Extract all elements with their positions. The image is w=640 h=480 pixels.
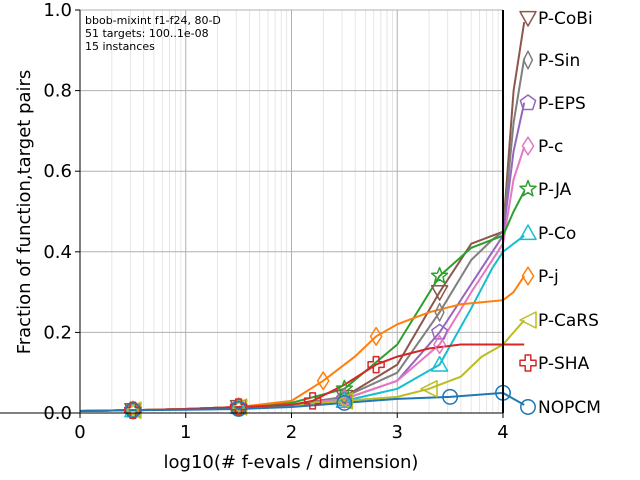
y-tick-label: 0.0 — [43, 403, 72, 424]
data-point-p-ja — [430, 266, 449, 284]
x-ticks: 0 1 2 3 4 — [74, 413, 509, 443]
y-tick-label: 0.4 — [43, 242, 72, 263]
legend-marker-p-j — [521, 266, 535, 286]
x-tick-label: 2 — [286, 422, 297, 443]
data-point-p-cars — [335, 392, 354, 410]
legend-marker-p-c — [521, 136, 535, 156]
y-tick-label: 0.8 — [43, 81, 72, 102]
legend-label-p-sha: P-SHA — [538, 354, 590, 374]
legend-label-p-c: P-c — [538, 137, 563, 157]
data-point-nopcm — [124, 402, 141, 419]
y-tick-label: 0.6 — [43, 161, 72, 182]
annotation-line-3: 15 instances — [85, 40, 155, 53]
legend-label-p-ja: P-JA — [538, 180, 572, 200]
data-point-nopcm — [230, 401, 247, 417]
x-tick-label: 1 — [180, 422, 191, 443]
legend-label-nopcm: NOPCM — [538, 398, 601, 418]
data-point-nopcm — [336, 394, 353, 411]
data-point-p-cars — [420, 380, 438, 398]
data-point-p-j — [316, 371, 330, 391]
data-point-p-co — [430, 355, 449, 372]
legend-label-p-eps: P-EPS — [538, 94, 586, 114]
series-line-nopcm — [79, 391, 525, 412]
legend-label-p-j: P-j — [538, 267, 559, 287]
data-point-p-j — [369, 326, 383, 346]
legend: P-CoBi P-Sin P-EPS P-c P-JA P-Co P-j P-CaRS P-SH… — [519, 9, 601, 418]
data-point-p-sin — [434, 302, 445, 322]
y-tick-label: 0.2 — [43, 322, 72, 343]
series-markers — [124, 266, 511, 420]
legend-label-p-co: P-Co — [538, 224, 576, 244]
legend-marker-p-ja — [519, 179, 537, 197]
data-point-p-sha — [303, 392, 322, 410]
legend-marker-p-sha — [519, 354, 537, 372]
y-ticks: 0.0 0.2 0.4 0.6 0.8 1.0 — [43, 0, 80, 424]
y-tick-label: 1.0 — [43, 0, 72, 21]
data-point-p-co — [335, 392, 354, 409]
x-tick-label: 0 — [74, 422, 85, 443]
legend-label-p-cobi: P-CoBi — [538, 9, 593, 29]
legend-marker-nopcm — [520, 399, 536, 415]
x-axis-label: log10(# f-evals / dimension) — [164, 452, 419, 473]
x-tick-label: 3 — [392, 422, 403, 443]
data-point-nopcm — [442, 388, 459, 405]
data-point-p-co — [124, 401, 142, 418]
legend-marker-p-co — [519, 224, 537, 241]
legend-marker-p-cobi — [519, 10, 537, 27]
data-point-p-sha — [124, 401, 142, 419]
legend-marker-p-eps — [519, 94, 537, 111]
x-tick-label: 4 — [497, 422, 508, 443]
data-point-p-cobi — [430, 284, 449, 301]
y-axis-label: Fraction of function,target pairs — [14, 70, 35, 355]
legend-marker-p-sin — [522, 50, 534, 70]
legend-label-p-cars: P-CaRS — [538, 311, 599, 331]
data-point-p-eps — [431, 323, 448, 340]
annotation-line-1: bbob-mixint f1-f24, 80-D — [85, 14, 221, 27]
data-point-p-c — [433, 334, 446, 355]
data-point-p-sha — [367, 355, 385, 374]
annotation-line-2: 51 targets: 100..1e-08 — [85, 27, 209, 40]
legend-label-p-sin: P-Sin — [538, 51, 580, 71]
legend-marker-p-cars — [519, 311, 537, 329]
